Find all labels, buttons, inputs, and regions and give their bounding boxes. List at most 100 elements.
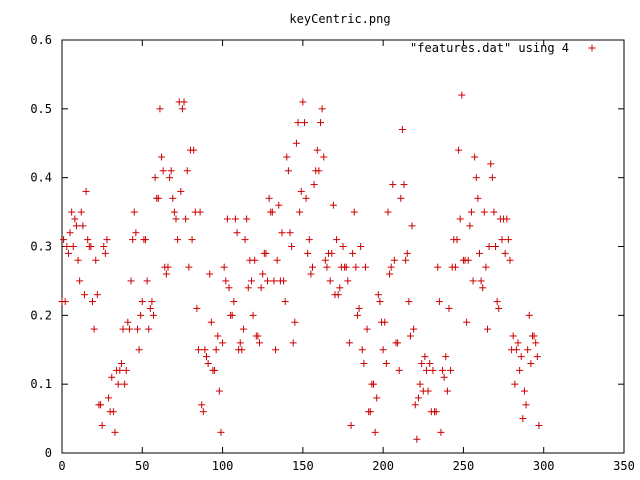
data-point: [495, 304, 503, 312]
data-point: [183, 167, 191, 175]
data-point: [80, 291, 88, 299]
data-point: [150, 311, 158, 319]
data-point: [93, 291, 101, 299]
data-point: [87, 243, 95, 250]
data-point: [296, 208, 304, 216]
data-point: [503, 215, 511, 223]
data-point: [143, 277, 151, 285]
data-point: [174, 236, 182, 244]
data-point: [467, 208, 475, 216]
data-point: [492, 243, 500, 250]
data-point: [262, 249, 270, 257]
data-point: [355, 304, 363, 312]
data-point: [251, 256, 259, 264]
data-point: [342, 263, 350, 271]
data-point: [339, 243, 347, 250]
data-point: [424, 387, 432, 395]
data-point: [414, 394, 422, 402]
data-point: [398, 125, 406, 133]
data-point: [101, 249, 109, 257]
y-tick-label: 0: [45, 446, 52, 460]
data-point: [472, 174, 480, 182]
data-point: [371, 428, 379, 436]
data-point: [222, 277, 230, 285]
data-point: [148, 298, 156, 306]
data-point: [347, 421, 355, 429]
data-point: [60, 236, 68, 244]
data-point: [517, 353, 525, 361]
data-point: [138, 298, 146, 306]
data-point: [288, 243, 296, 250]
data-point: [307, 270, 315, 278]
data-point: [527, 360, 535, 368]
data-point: [193, 304, 201, 312]
data-point: [453, 236, 461, 244]
data-point: [374, 291, 382, 299]
data-point: [180, 98, 188, 106]
data-point: [299, 98, 307, 106]
data-point: [501, 249, 509, 257]
data-point: [278, 229, 286, 237]
data-point: [264, 277, 272, 285]
data-point: [212, 346, 220, 354]
data-point: [321, 256, 329, 264]
data-point: [477, 277, 485, 285]
data-point: [328, 249, 336, 257]
data-point: [361, 263, 369, 271]
data-point: [329, 201, 337, 209]
data-point: [156, 105, 164, 113]
data-point: [283, 153, 291, 161]
data-point: [443, 387, 451, 395]
data-point: [466, 222, 474, 230]
x-tick-label: 150: [292, 459, 314, 473]
data-point: [84, 236, 92, 244]
data-point: [530, 332, 538, 340]
data-point: [79, 222, 87, 230]
data-point: [89, 298, 97, 306]
data-point: [190, 146, 198, 154]
data-point: [166, 174, 174, 182]
data-point: [238, 346, 246, 354]
data-point: [482, 263, 490, 271]
y-tick-label: 0.2: [30, 308, 52, 322]
data-point: [214, 332, 222, 340]
data-point: [114, 380, 122, 388]
data-point: [231, 215, 239, 223]
data-point: [272, 346, 280, 354]
data-point: [487, 160, 495, 168]
legend-label: "features.dat" using 4: [410, 41, 569, 55]
x-tick-label: 350: [613, 459, 635, 473]
data-point: [225, 284, 233, 292]
x-tick-label: 100: [212, 459, 234, 473]
data-point: [292, 139, 300, 147]
data-point: [357, 243, 365, 250]
data-point: [421, 353, 429, 361]
data-point: [432, 408, 440, 416]
data-point: [211, 366, 219, 374]
data-point: [98, 421, 106, 429]
data-point: [146, 304, 154, 312]
data-point: [188, 236, 196, 244]
data-point: [532, 339, 540, 347]
data-point: [379, 346, 387, 354]
data-point: [124, 318, 132, 326]
data-point: [525, 311, 533, 319]
data-point: [386, 270, 394, 278]
data-point: [390, 256, 398, 264]
x-tick-label: 200: [372, 459, 394, 473]
data-point: [203, 353, 211, 361]
data-point: [177, 187, 185, 195]
data-point: [159, 167, 167, 175]
data-point: [108, 373, 116, 381]
data-point: [389, 181, 397, 189]
legend-marker: [588, 44, 596, 52]
data-point: [384, 208, 392, 216]
data-point: [265, 194, 273, 202]
data-point: [318, 105, 326, 113]
data-point: [71, 215, 79, 223]
data-point: [127, 277, 135, 285]
data-point: [74, 256, 82, 264]
data-point: [426, 360, 434, 368]
data-point: [121, 380, 129, 388]
data-point: [403, 249, 411, 257]
